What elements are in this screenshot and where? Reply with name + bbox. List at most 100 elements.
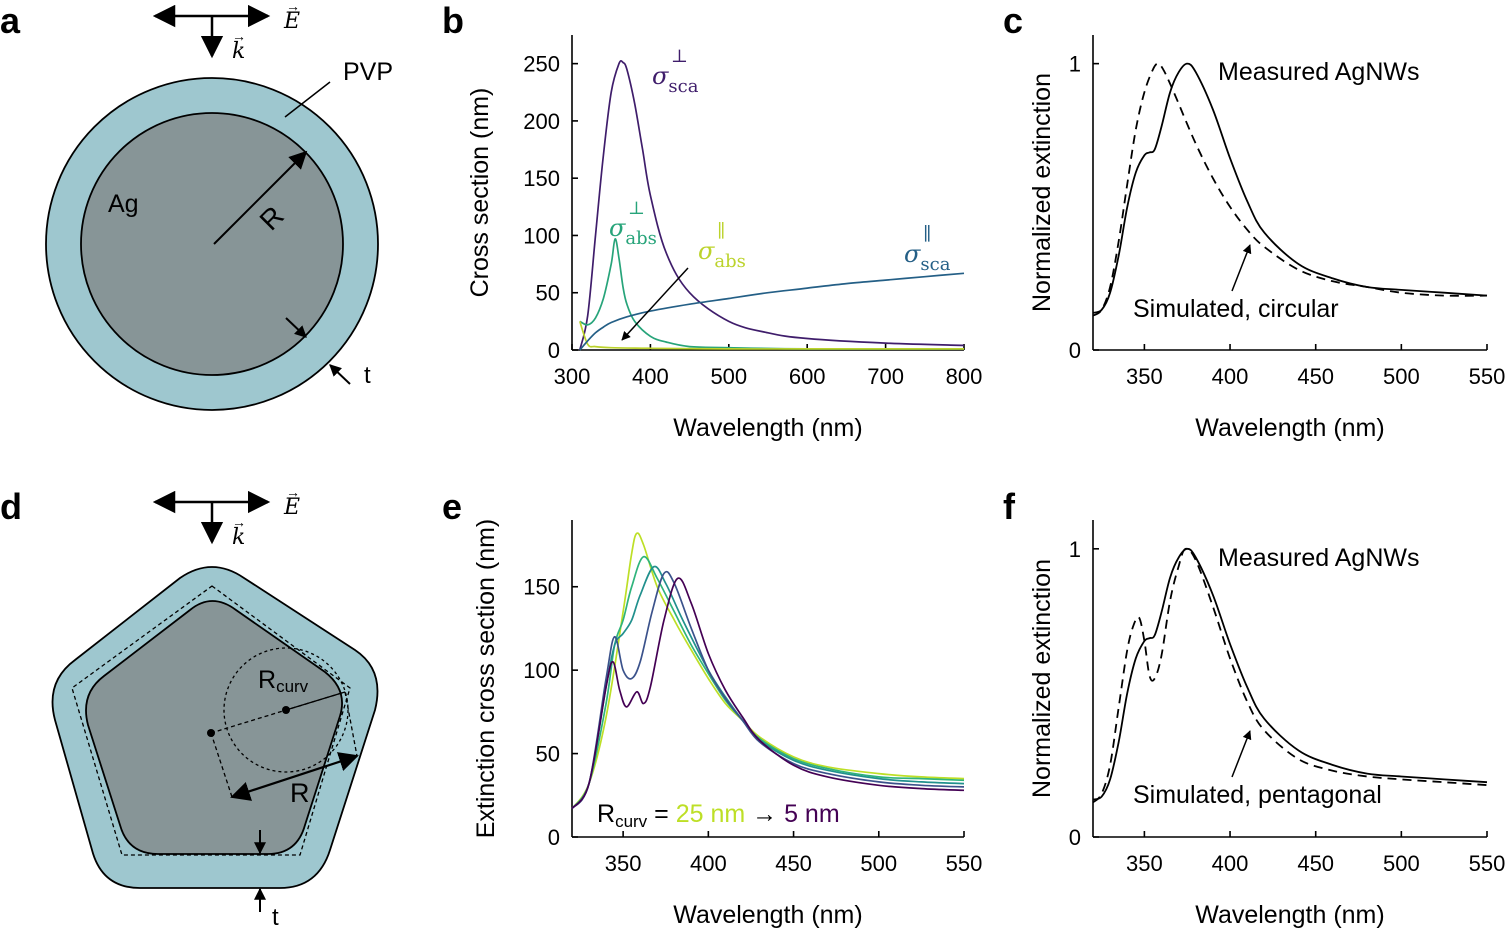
series-line-25-nm: [571, 532, 965, 810]
y-tick-label: 50: [536, 281, 560, 306]
x-tick-label: 450: [1297, 851, 1334, 876]
x-tick-label: 350: [1126, 851, 1163, 876]
chart-e-plot: 350 400 450 500 550 0 50 100 150 Wavelength (nm) E…: [472, 519, 982, 929]
rcurv-main: R: [258, 666, 276, 694]
k-vector-label: k: [232, 39, 245, 64]
sigma-subscript: abs: [714, 251, 746, 272]
legend-to: 5 nm: [784, 800, 840, 828]
y-tick-label: 0: [548, 338, 560, 363]
chart-b-plot: 300 400 500 600 700 800 0 50 100 150 200 250 Wavelen…: [466, 35, 982, 442]
series-line-simulated-circular: [1092, 62, 1488, 317]
series-line--sca-: [578, 59, 965, 351]
x-tick-label: 300: [554, 364, 591, 389]
panel-d: d E → k → Rcurv R t: [0, 484, 379, 930]
x-axis-label: Wavelength (nm): [1195, 901, 1384, 929]
rcurv-label: Rcurv: [258, 666, 309, 696]
ag-label: Ag: [108, 190, 139, 218]
e-field-label: E: [283, 9, 300, 34]
panel-f: f 350 400 450 500 550 0 1 Wavelength (nm) Normal…: [1003, 486, 1505, 929]
radius-arrow: [230, 752, 359, 801]
y-tick-label: 50: [536, 742, 560, 767]
series-line-10-nm: [571, 570, 965, 810]
y-tick-label: 1: [1069, 52, 1081, 77]
sigma-symbol: σ: [698, 237, 715, 265]
series-line-simulated-pentagonal: [1092, 547, 1488, 804]
abs-par-pointer-arrow: [621, 267, 689, 341]
thickness-label: t: [272, 904, 279, 930]
x-tick-label: 500: [710, 364, 747, 389]
e-field-label: E: [283, 495, 300, 520]
y-tick-label: 150: [523, 166, 560, 191]
chart-c-plot: 350 400 450 500 550 0 1 Wavelength (nm) Normaliz…: [1028, 35, 1505, 442]
radius-arrow: [213, 150, 308, 245]
radius-label: R: [290, 778, 310, 808]
panel-b: b 300 400 500 600 700 800 0 50 100 150 200 250 Wavel…: [442, 0, 982, 442]
y-tick-label: 200: [523, 109, 560, 134]
y-tick-label: 150: [523, 575, 560, 600]
legend-prefix: R: [597, 800, 615, 828]
x-tick-label: 400: [1212, 851, 1249, 876]
series-label-abs-perp: σabs ⊥: [609, 198, 657, 249]
k-vector-arrow-glyph: →: [232, 28, 246, 44]
panel-e: e 350 400 450 500 550 0 50 100 150 Wavelength (nm…: [442, 486, 982, 929]
y-tick-label: 100: [523, 658, 560, 683]
rcurv-range-legend: Rcurv = 25 nm → 5 nm: [597, 800, 840, 831]
x-tick-label: 700: [867, 364, 904, 389]
y-axis-label: Normalized extinction: [1028, 559, 1056, 798]
sigma-subscript: sca: [668, 76, 698, 97]
legend-arrow: →: [745, 800, 784, 828]
sigma-symbol: σ: [904, 240, 921, 268]
sigma-subscript: abs: [625, 228, 657, 249]
panel-a: a E → k → PVP Ag R t: [0, 0, 393, 411]
x-axis-label: Wavelength (nm): [673, 414, 862, 442]
x-axis-label: Wavelength (nm): [673, 901, 862, 929]
x-tick-label: 350: [1126, 364, 1163, 389]
pvp-leader-line: [284, 81, 331, 118]
y-tick-label: 0: [1069, 825, 1081, 850]
y-axis-label: Extinction cross section (nm): [472, 519, 500, 839]
thickness-label: t: [364, 362, 371, 389]
series-label-abs-par: σabs ∥: [698, 221, 746, 272]
series-line-15-nm: [571, 565, 965, 810]
x-tick-label: 450: [775, 851, 812, 876]
sigma-symbol: σ: [652, 62, 669, 90]
simulated-label: Simulated, circular: [1133, 295, 1339, 323]
y-axis-label: Normalized extinction: [1028, 73, 1056, 312]
sigma-subscript: sca: [920, 254, 950, 275]
series-label-sca-par: σsca ∥: [904, 224, 951, 275]
series-line-5-nm: [571, 577, 965, 810]
panel-letter-b: b: [442, 0, 464, 41]
x-tick-label: 600: [789, 364, 826, 389]
sigma-symbol: σ: [609, 214, 626, 242]
series-line-measured-agnws: [1092, 62, 1488, 314]
x-tick-label: 450: [1297, 364, 1334, 389]
series-label-sca-perp: σsca ⊥: [652, 46, 699, 97]
y-tick-label: 250: [523, 52, 560, 77]
panel-letter-d: d: [0, 486, 22, 527]
k-vector-arrow-glyph: →: [232, 514, 246, 530]
measured-label: Measured AgNWs: [1218, 544, 1419, 572]
x-tick-label: 500: [1383, 851, 1420, 876]
series-line-20-nm: [571, 555, 965, 810]
series-line--abs-: [578, 321, 964, 350]
simulated-label: Simulated, pentagonal: [1133, 781, 1382, 809]
measured-label: Measured AgNWs: [1218, 58, 1419, 86]
simulated-pointer-arrow: [1231, 244, 1252, 292]
simulated-pointer-arrow: [1231, 730, 1252, 778]
r-guide-left: [210, 732, 233, 798]
x-tick-label: 400: [690, 851, 727, 876]
ideal-pentagon-outline: [71, 585, 351, 856]
sigma-superscript: ⊥: [628, 198, 645, 219]
x-axis-label: Wavelength (nm): [1195, 414, 1384, 442]
x-tick-label: 550: [946, 851, 983, 876]
sigma-superscript: ∥: [717, 221, 725, 242]
rcurv-sub: curv: [276, 677, 309, 696]
thickness-arrow-outer: [329, 364, 351, 385]
series-line--abs-: [579, 238, 965, 350]
x-tick-label: 800: [946, 364, 983, 389]
x-tick-label: 400: [632, 364, 669, 389]
y-tick-label: 0: [1069, 338, 1081, 363]
legend-eq: =: [647, 800, 676, 828]
pvp-label: PVP: [343, 58, 393, 86]
